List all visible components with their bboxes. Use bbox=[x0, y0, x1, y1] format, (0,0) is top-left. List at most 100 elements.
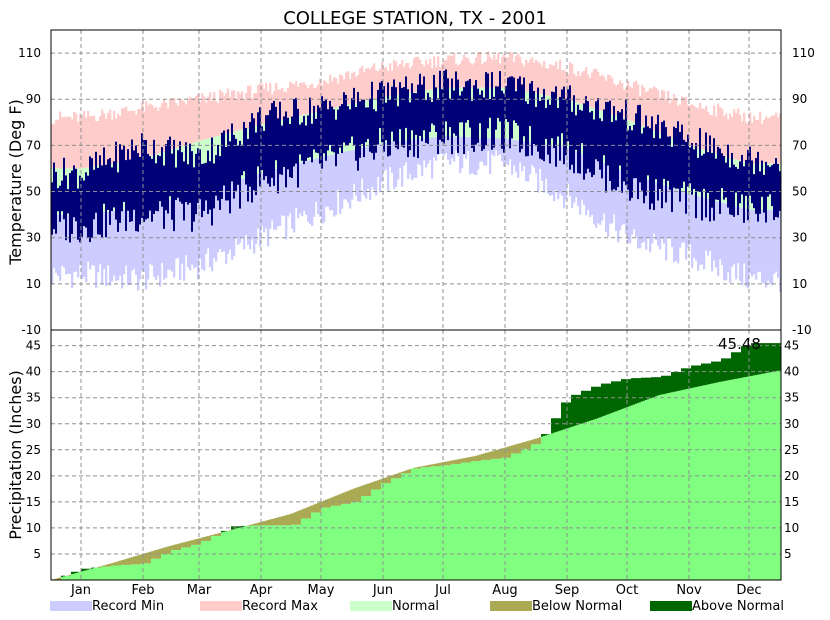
precip-below-normal-bar bbox=[193, 539, 196, 545]
actual-temp-bar bbox=[375, 111, 378, 153]
actual-temp-bar bbox=[443, 70, 446, 144]
record-max-bar bbox=[527, 62, 530, 92]
actual-temp-bar bbox=[359, 101, 362, 158]
actual-temp-bar bbox=[757, 151, 760, 222]
record-min-bar bbox=[397, 141, 400, 180]
actual-temp-bar bbox=[341, 104, 344, 154]
precip-normal-bar bbox=[587, 421, 590, 580]
precip-normal-bar bbox=[101, 566, 104, 580]
precip-below-normal-bar bbox=[373, 481, 376, 490]
precip-below-normal-bar bbox=[135, 555, 138, 565]
precip-normal-bar bbox=[189, 547, 192, 580]
precip-above-normal-bar bbox=[585, 390, 588, 423]
actual-temp-bar bbox=[649, 128, 652, 210]
precip-below-normal-bar bbox=[211, 534, 214, 536]
precip-above-normal-bar bbox=[683, 368, 686, 390]
record-min-bar bbox=[763, 210, 766, 284]
actual-temp-bar bbox=[355, 106, 358, 161]
actual-temp-bar bbox=[523, 77, 526, 137]
record-min-bar bbox=[647, 179, 650, 238]
precip-above-normal-bar bbox=[705, 363, 708, 385]
record-max-bar bbox=[73, 111, 76, 169]
record-min-bar bbox=[343, 151, 346, 200]
precip-below-normal-bar bbox=[263, 521, 266, 526]
precip-normal-bar bbox=[735, 378, 738, 580]
precip-normal-bar bbox=[687, 388, 690, 580]
actual-temp-bar bbox=[165, 144, 168, 211]
record-max-bar bbox=[673, 93, 676, 140]
record-max-bar bbox=[577, 70, 580, 103]
precip-normal-bar bbox=[581, 423, 584, 580]
precip-above-normal-bar bbox=[625, 379, 628, 408]
record-min-bar bbox=[265, 171, 268, 229]
record-max-bar bbox=[251, 97, 254, 127]
precip-normal-bar bbox=[441, 465, 444, 580]
record-max-bar bbox=[163, 99, 166, 153]
precip-above-normal-bar bbox=[557, 418, 560, 432]
record-max-bar bbox=[75, 113, 78, 169]
actual-temp-bar bbox=[565, 98, 568, 156]
precip-normal-bar bbox=[139, 564, 142, 580]
precip-below-normal-bar bbox=[345, 491, 348, 504]
precip-normal-bar bbox=[141, 563, 144, 580]
record-min-bar bbox=[579, 153, 582, 215]
record-min-bar bbox=[657, 183, 660, 246]
actual-temp-bar bbox=[511, 76, 514, 139]
precip-normal-bar bbox=[507, 457, 510, 580]
actual-temp-bar bbox=[469, 79, 472, 128]
record-min-bar bbox=[185, 195, 188, 256]
record-min-bar bbox=[565, 147, 568, 200]
actual-temp-bar bbox=[595, 101, 598, 160]
record-max-bar bbox=[411, 65, 414, 93]
record-min-bar bbox=[123, 209, 126, 275]
precip-above-normal-bar bbox=[737, 352, 740, 379]
precip-below-normal-bar bbox=[289, 514, 292, 526]
record-min-bar bbox=[465, 136, 468, 159]
actual-temp-bar bbox=[87, 175, 90, 238]
record-min-bar bbox=[225, 183, 228, 264]
precip-normal-bar bbox=[217, 535, 220, 580]
record-max-bar bbox=[287, 87, 290, 119]
record-min-bar bbox=[681, 191, 684, 243]
precip-above-normal-bar bbox=[91, 567, 94, 569]
precip-normal-bar bbox=[509, 457, 512, 580]
record-min-bar bbox=[77, 214, 80, 278]
record-min-bar bbox=[755, 210, 758, 280]
precip-normal-bar bbox=[413, 468, 416, 580]
actual-temp-bar bbox=[515, 91, 518, 123]
record-min-bar bbox=[621, 170, 624, 225]
actual-temp-bar bbox=[767, 165, 770, 197]
precip-normal-bar bbox=[95, 567, 98, 580]
record-min-bar bbox=[445, 136, 448, 154]
record-min-bar bbox=[663, 185, 666, 244]
precip-normal-bar bbox=[697, 386, 700, 580]
record-max-bar bbox=[255, 92, 258, 126]
record-min-bar bbox=[175, 198, 178, 259]
precip-above-normal-bar bbox=[631, 378, 634, 406]
precip-normal-bar bbox=[201, 541, 204, 580]
record-min-bar bbox=[137, 208, 140, 291]
actual-temp-bar bbox=[461, 91, 464, 123]
record-max-bar bbox=[509, 51, 512, 89]
precip-above-normal-bar bbox=[577, 394, 580, 425]
record-min-bar bbox=[237, 180, 240, 245]
record-min-bar bbox=[169, 199, 172, 270]
precip-normal-bar bbox=[357, 502, 360, 580]
precip-below-normal-bar bbox=[489, 451, 492, 460]
record-min-bar bbox=[703, 197, 706, 270]
actual-temp-bar bbox=[459, 95, 462, 123]
record-min-bar bbox=[485, 137, 488, 166]
precip-normal-bar bbox=[79, 571, 82, 580]
actual-temp-bar bbox=[145, 139, 148, 220]
record-max-bar bbox=[749, 112, 752, 164]
precip-below-normal-bar bbox=[107, 564, 110, 567]
actual-temp-bar bbox=[365, 107, 368, 143]
precip-normal-bar bbox=[503, 457, 506, 580]
record-max-bar bbox=[141, 102, 144, 159]
record-min-bar bbox=[623, 171, 626, 224]
record-max-bar bbox=[177, 105, 180, 148]
precip-normal-bar bbox=[179, 550, 182, 580]
record-max-bar bbox=[763, 119, 766, 164]
precip-normal-bar bbox=[157, 558, 160, 580]
